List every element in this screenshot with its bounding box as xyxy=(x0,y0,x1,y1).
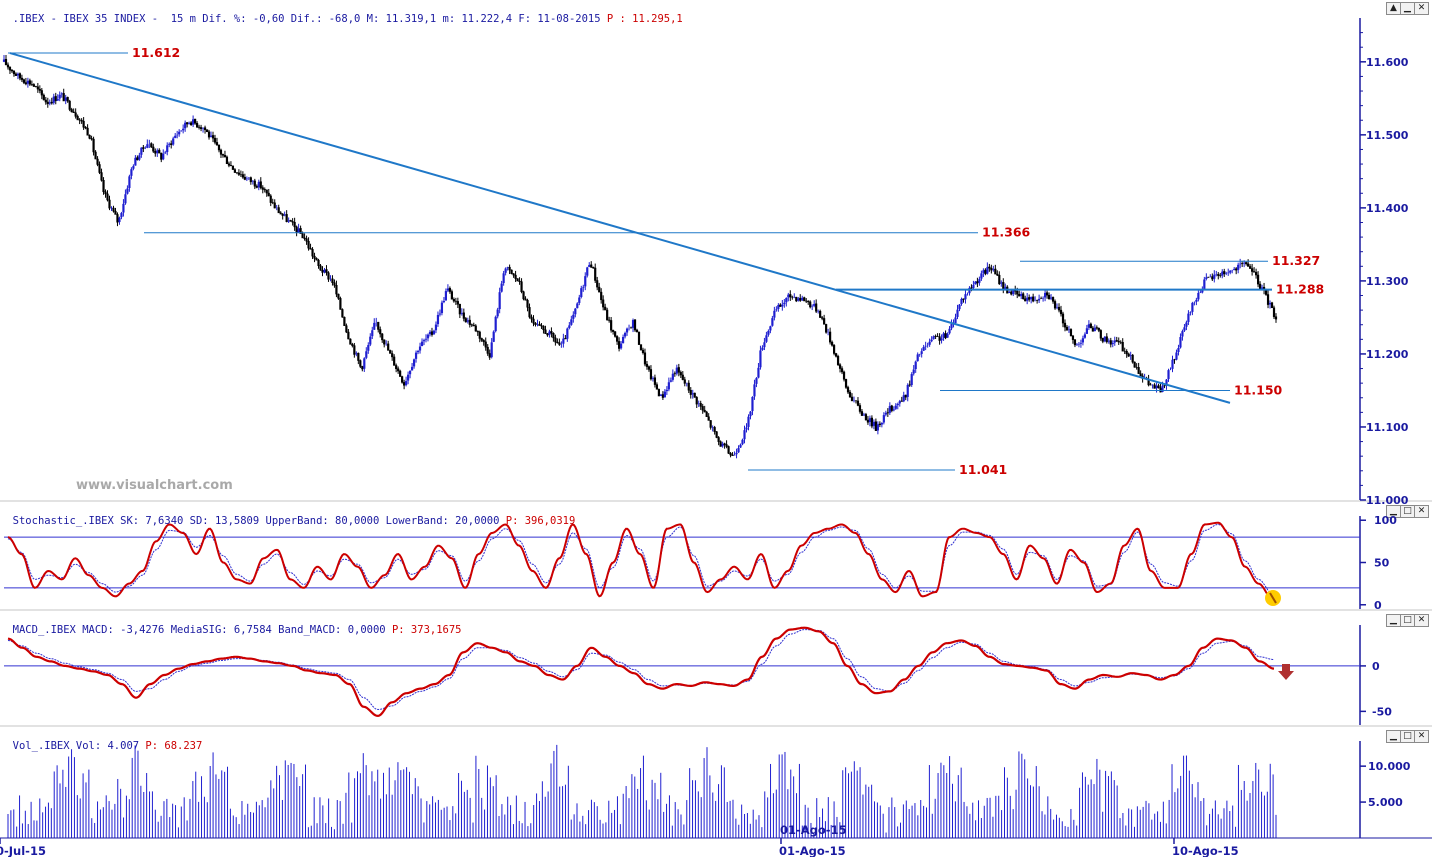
stoch-ytick-label: 0 xyxy=(1374,599,1382,612)
vol-ytick-label: 5.000 xyxy=(1368,796,1403,809)
stoch-header-text: Stochastic_.IBEX SK: 7,6340 SD: 13,5809 … xyxy=(12,515,500,527)
macd-header-text: MACD_.IBEX MACD: -3,4276 MediaSIG: 6,758… xyxy=(12,624,386,636)
main-header: .IBEX - IBEX 35 INDEX - 15 m Dif. %: -0,… xyxy=(0,1,683,25)
macd-close-button[interactable]: ✕ xyxy=(1414,614,1429,627)
trendline xyxy=(9,52,1231,404)
macd-header-price: P: 373,1675 xyxy=(391,624,462,636)
xtick-label-30-Jul-15: 30-Jul-15 xyxy=(0,844,46,857)
level-label-11.150: 11.150 xyxy=(1234,382,1283,397)
watermark: www.visualchart.com xyxy=(76,478,233,493)
vol-header-price: P: 68.237 xyxy=(145,740,203,752)
xtick-overlay-label: 01-Ago-15 xyxy=(780,823,847,837)
separator-1[interactable] xyxy=(0,500,1432,502)
level-label-11.366: 11.366 xyxy=(982,225,1031,240)
stoch-ytick-label: 50 xyxy=(1374,557,1390,570)
macd-signal-line xyxy=(7,629,1274,711)
xtick-label-01-Ago-15: 01-Ago-15 xyxy=(779,844,846,857)
stoch-close-button[interactable]: ✕ xyxy=(1414,505,1429,518)
main-ytick-label: 11.300 xyxy=(1366,275,1409,288)
vol-header: Vol_.IBEX Vol: 4.007 P: 68.237 xyxy=(0,728,203,752)
main-ytick-label: 11.400 xyxy=(1366,202,1409,215)
main-header-price: P : 11.295,1 xyxy=(606,13,683,25)
level-label-11.288: 11.288 xyxy=(1276,282,1324,297)
xtick-label-10-Ago-15: 10-Ago-15 xyxy=(1172,844,1239,857)
stoch-header: Stochastic_.IBEX SK: 7,6340 SD: 13,5809 … xyxy=(0,503,576,527)
stoch-end-marker-arrow xyxy=(1269,592,1277,604)
macd-header: MACD_.IBEX MACD: -3,4276 MediaSIG: 6,758… xyxy=(0,612,462,636)
macd-line xyxy=(7,626,1275,718)
stoch-sd-line xyxy=(7,524,1273,594)
main-ytick-label: 11.100 xyxy=(1366,421,1409,434)
vol-ytick-label: 10.000 xyxy=(1368,760,1411,773)
macd-ytick-label: -50 xyxy=(1372,705,1392,718)
vol-header-text: Vol_.IBEX Vol: 4.007 xyxy=(12,740,140,752)
main-ytick-label: 11.200 xyxy=(1366,348,1409,361)
separator-3[interactable] xyxy=(0,725,1432,727)
volume-bars xyxy=(7,744,1277,838)
macd-ytick-label: 0 xyxy=(1372,660,1380,673)
stoch-header-price: P: 396,0319 xyxy=(505,515,576,527)
separator-2[interactable] xyxy=(0,609,1432,611)
main-header-text: .IBEX - IBEX 35 INDEX - 15 m Dif. %: -0,… xyxy=(12,13,601,25)
macd-down-arrow-icon xyxy=(1278,664,1294,680)
stoch-ytick-label: 100 xyxy=(1374,514,1397,527)
vol-close-button[interactable]: ✕ xyxy=(1414,730,1429,743)
main-ytick-label: 11.500 xyxy=(1366,129,1409,142)
stoch-sk-line xyxy=(7,521,1273,599)
level-label-11.327: 11.327 xyxy=(1272,253,1320,268)
main-ytick-label: 11.600 xyxy=(1366,56,1409,69)
level-label-11.041: 11.041 xyxy=(959,462,1007,477)
main-close-button[interactable]: ✕ xyxy=(1414,2,1429,15)
main-ytick-label: 11.000 xyxy=(1366,494,1409,507)
price-candles xyxy=(2,54,1278,459)
level-label-11.612: 11.612 xyxy=(132,45,180,60)
